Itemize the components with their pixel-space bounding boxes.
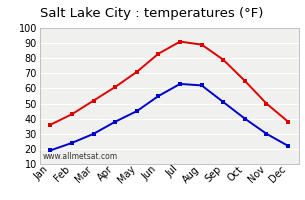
Text: Salt Lake City : temperatures (°F): Salt Lake City : temperatures (°F) xyxy=(40,7,263,20)
Text: www.allmetsat.com: www.allmetsat.com xyxy=(42,152,117,161)
